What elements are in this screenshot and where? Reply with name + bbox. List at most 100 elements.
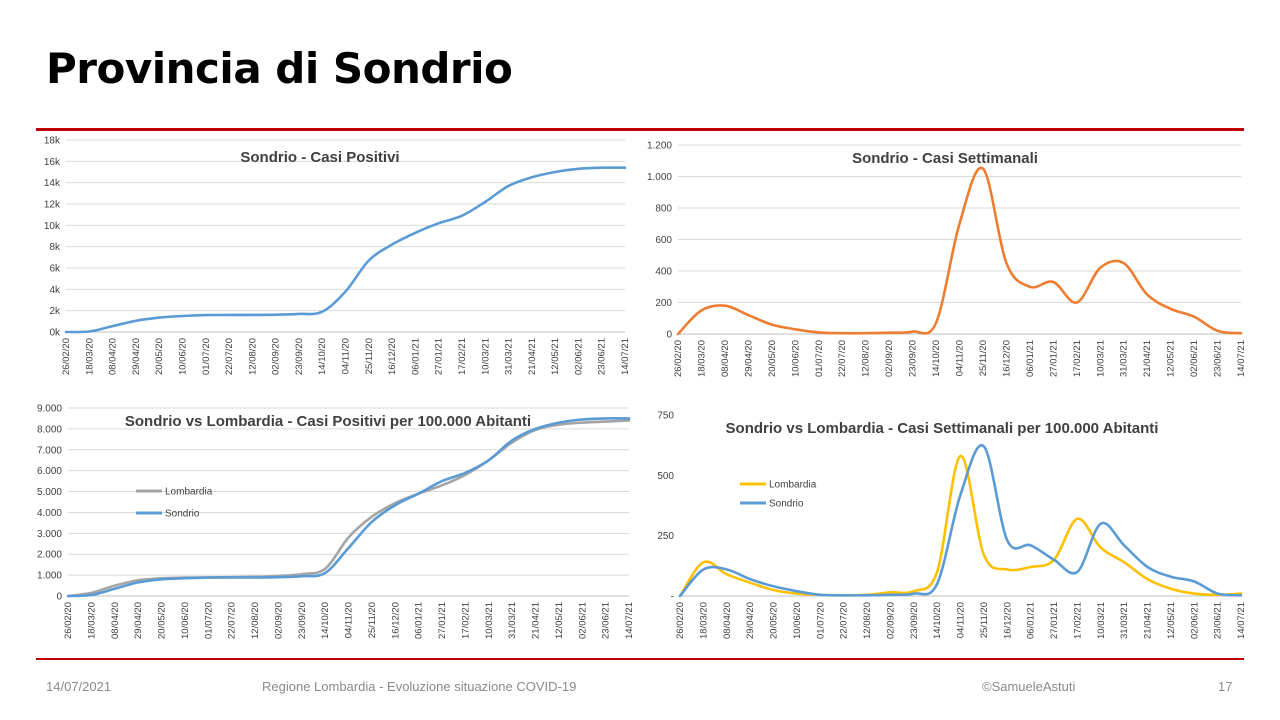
x-tick-label: 14/10/20: [320, 602, 331, 639]
x-tick-label: 02/09/20: [885, 602, 896, 639]
x-tick-label: 14/07/21: [620, 338, 631, 375]
y-tick-label: 1.000: [647, 172, 672, 183]
chart-title: Sondrio vs Lombardia - Casi Positivi per…: [125, 413, 531, 430]
y-tick-label: 4k: [49, 285, 61, 296]
x-tick-label: 21/04/21: [527, 338, 538, 375]
x-tick-label: 02/09/20: [273, 602, 284, 639]
x-tick-label: 20/05/20: [154, 338, 165, 375]
x-tick-label: 29/04/20: [743, 340, 754, 377]
x-tick-label: 06/01/21: [1026, 602, 1037, 639]
x-tick-label: 12/05/21: [1166, 340, 1177, 377]
x-tick-label: 23/06/21: [1213, 340, 1224, 377]
y-tick-label: 3.000: [37, 529, 62, 540]
x-tick-label: 16/12/20: [1001, 340, 1012, 377]
x-tick-label: 02/06/21: [1189, 340, 1200, 377]
x-tick-label: 12/08/20: [247, 338, 258, 375]
x-tick-label: 23/09/20: [909, 602, 920, 639]
x-tick-label: 26/02/20: [675, 602, 686, 639]
x-tick-label: 12/08/20: [862, 602, 873, 639]
y-tick-label: 14k: [44, 178, 61, 189]
x-tick-label: 31/03/21: [1119, 602, 1130, 639]
legend-label: Lombardia: [165, 487, 213, 498]
x-tick-label: 25/11/20: [364, 338, 375, 374]
series-line-main: [64, 166, 627, 334]
x-tick-label: 10/06/20: [792, 602, 803, 639]
x-tick-label: 06/01/21: [414, 602, 425, 639]
x-tick-label: 10/06/20: [180, 602, 191, 639]
y-tick-label: 800: [655, 204, 672, 215]
y-tick-label: 1.000: [37, 571, 62, 582]
y-tick-label: 8.000: [37, 424, 62, 435]
y-tick-label: 2k: [49, 306, 61, 317]
footer-author: ©SamueleAstuti: [982, 679, 1076, 694]
x-tick-label: 02/06/21: [573, 338, 584, 375]
y-tick-label: 6.000: [37, 466, 62, 477]
x-tick-label: 01/07/20: [201, 338, 212, 375]
y-tick-label: 7.000: [37, 445, 62, 456]
x-tick-label: 23/06/21: [597, 338, 608, 375]
x-tick-label: 29/04/20: [131, 338, 142, 375]
y-tick-label: 4.000: [37, 508, 62, 519]
x-tick-label: 21/04/21: [531, 602, 542, 639]
x-tick-label: 17/02/21: [1072, 340, 1083, 377]
series-line-lombardia: [66, 419, 631, 598]
chart-title: Sondrio - Casi Positivi: [240, 149, 399, 166]
chart-title: Sondrio - Casi Settimanali: [852, 150, 1038, 167]
x-tick-label: 16/12/20: [390, 602, 401, 639]
x-tick-label: 21/04/21: [1143, 602, 1154, 639]
x-tick-label: 26/02/20: [63, 602, 74, 639]
chart-sondrio-casi-settimanali: 0 200 400 600 800 1.000 1.200 26/02/20 18/03/20 0…: [647, 141, 1247, 377]
top-divider: [36, 128, 1244, 131]
bottom-divider: [36, 658, 1244, 660]
x-tick-label: 01/07/20: [203, 602, 214, 639]
x-tick-label: 14/10/20: [932, 602, 943, 639]
y-tick-label: 10k: [44, 221, 61, 232]
x-tick-label: 08/04/20: [108, 338, 119, 375]
x-tick-label: 01/07/20: [815, 602, 826, 639]
x-tick-label: 17/02/21: [457, 338, 468, 375]
x-tick-label: 02/09/20: [884, 340, 895, 377]
x-tick-label: 25/11/20: [367, 602, 378, 638]
y-tick-label: 5.000: [37, 487, 62, 498]
x-tick-label: 20/05/20: [767, 340, 778, 377]
y-tick-label: 18k: [44, 136, 61, 147]
series-line-lombardia: [678, 454, 1243, 598]
y-tick-label: 600: [655, 235, 672, 246]
x-tick-label: 14/07/21: [1236, 602, 1247, 639]
x-tick-label: 18/03/20: [696, 340, 707, 377]
x-tick-label: 10/06/20: [177, 338, 188, 375]
x-tick-label: 14/10/20: [317, 338, 328, 375]
x-tick-label: 06/01/21: [1025, 340, 1036, 377]
x-tick-label: 06/01/21: [410, 338, 421, 375]
x-tick-label: 23/09/20: [908, 340, 919, 377]
series-line-sondrio: [66, 417, 631, 598]
chart-title: Sondrio vs Lombardia - Casi Settimanali …: [726, 420, 1159, 437]
y-tick-label: 200: [655, 298, 672, 309]
x-tick-label: 10/03/21: [1095, 340, 1106, 377]
y-tick-label: 250: [657, 531, 674, 542]
x-tick-label: 12/05/21: [554, 602, 565, 639]
x-tick-label: 17/02/21: [1072, 602, 1083, 639]
x-tick-label: 17/02/21: [460, 602, 471, 639]
x-tick-label: 14/07/21: [1236, 340, 1247, 377]
page-title: Provincia di Sondrio: [46, 44, 513, 93]
x-tick-label: 10/06/20: [790, 340, 801, 377]
x-tick-label: 23/09/20: [297, 602, 308, 639]
x-tick-label: 22/07/20: [839, 602, 850, 639]
x-tick-label: 04/11/20: [956, 602, 967, 638]
y-tick-label: 9.000: [37, 404, 62, 415]
x-tick-label: 27/01/21: [1048, 340, 1059, 377]
x-tick-label: 23/06/21: [1213, 602, 1224, 639]
y-tick-label: 1.200: [647, 141, 672, 152]
x-tick-label: 01/07/20: [814, 340, 825, 377]
x-tick-label: 31/03/21: [504, 338, 515, 375]
x-tick-label: 27/01/21: [437, 602, 448, 639]
x-tick-label: 04/11/20: [955, 340, 966, 376]
x-tick-label: 16/12/20: [387, 338, 398, 375]
x-tick-label: 27/01/21: [434, 338, 445, 375]
y-tick-label: 0: [56, 592, 62, 603]
x-tick-label: 18/03/20: [84, 338, 95, 375]
x-tick-label: 31/03/21: [507, 602, 518, 639]
x-tick-label: 20/05/20: [769, 602, 780, 639]
x-tick-label: 20/05/20: [157, 602, 168, 639]
